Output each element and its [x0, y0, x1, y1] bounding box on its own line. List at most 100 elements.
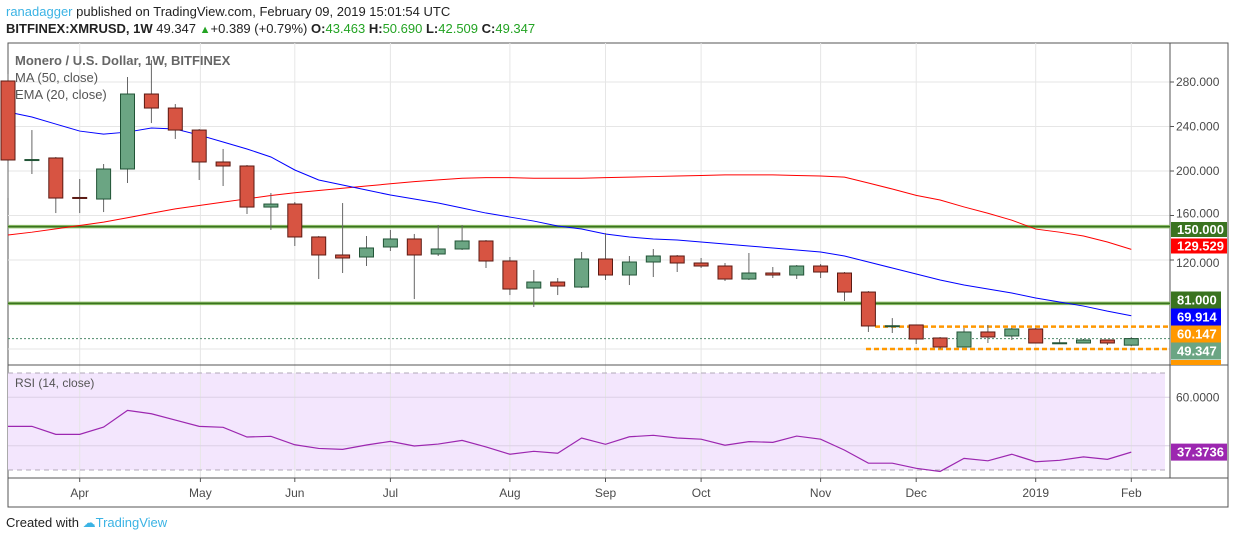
- ma50-legend: MA (50, close): [15, 70, 98, 85]
- candle-body: [645, 255, 661, 263]
- candle-body: [621, 261, 637, 276]
- candle: [120, 76, 135, 184]
- candle: [502, 256, 518, 296]
- candle: [1004, 327, 1020, 340]
- x-tick-label: Oct: [692, 486, 711, 500]
- last-price-label: 49.347: [1177, 344, 1217, 359]
- candle: [765, 267, 781, 279]
- candle: [263, 193, 279, 230]
- candle-body: [239, 165, 255, 208]
- candle: [884, 318, 900, 333]
- rsi-value-label: 37.3736: [1177, 445, 1224, 460]
- candle: [837, 272, 852, 302]
- x-tick-label: Feb: [1121, 486, 1142, 500]
- level-81-label: 81.000: [1177, 293, 1217, 308]
- candle-body: [382, 238, 398, 248]
- candle: [96, 163, 112, 213]
- candle-body: [430, 248, 446, 255]
- candle-body: [598, 258, 613, 276]
- open-label: O:: [311, 21, 326, 36]
- candle: [48, 156, 64, 214]
- price-change: +0.389 (+0.79%): [210, 21, 308, 36]
- symbol: BITFINEX:XMRUSD, 1W: [6, 21, 153, 36]
- candle: [980, 324, 996, 343]
- candle-body: [956, 331, 972, 348]
- candle: [574, 251, 590, 289]
- author-link[interactable]: ranadagger: [6, 4, 73, 19]
- high-label: H:: [368, 21, 383, 36]
- candle-body: [1004, 328, 1020, 337]
- candle: [167, 104, 183, 139]
- candle: [24, 130, 40, 175]
- y-tick-label: 200.000: [1176, 164, 1220, 178]
- range-low-label-box: [1171, 360, 1221, 365]
- candle: [239, 164, 255, 215]
- candle-body: [860, 291, 876, 327]
- candle-body: [669, 255, 685, 264]
- symbol-info: BITFINEX:XMRUSD, 1W 49.347 ▲+0.389 (+0.7…: [6, 21, 535, 36]
- tradingview-logo-icon: ☁: [82, 515, 96, 530]
- y-tick-label: 160.000: [1176, 207, 1220, 221]
- candle: [215, 148, 231, 187]
- candle-body: [120, 93, 135, 170]
- level-150-label: 150.000: [1177, 222, 1224, 237]
- candle-body: [837, 272, 852, 293]
- y-tick-label: 280.000: [1176, 75, 1220, 89]
- candle: [526, 270, 542, 308]
- candle-body: [48, 157, 64, 199]
- level-150-label-box: [1171, 222, 1227, 237]
- candle: [335, 203, 351, 274]
- candle-body: [526, 281, 542, 289]
- candle-body: [167, 107, 183, 131]
- x-tick-label: May: [189, 486, 212, 500]
- candle: [382, 229, 398, 251]
- range-high-label: 60.147: [1177, 327, 1217, 342]
- ema20-value-label: 69.914: [1177, 310, 1218, 325]
- ma50-value-label-box: [1171, 238, 1227, 254]
- candle-body: [24, 159, 40, 162]
- candle-body: [478, 240, 494, 262]
- ema20-line: [7, 111, 1132, 317]
- candle: [287, 202, 303, 246]
- tradingview-link[interactable]: TradingView: [95, 515, 168, 530]
- candle: [669, 254, 685, 273]
- low-value: 42.509: [438, 21, 479, 36]
- rsi-title: RSI (14, close): [15, 376, 94, 390]
- candle-body: [813, 265, 829, 273]
- last-price: 49.347: [156, 21, 197, 36]
- candle-body: [980, 331, 996, 338]
- rsi-line: [8, 409, 1132, 473]
- candle-body: [574, 258, 590, 288]
- candle: [72, 179, 88, 214]
- candle-body: [765, 272, 781, 276]
- candle-body: [1099, 339, 1115, 344]
- candle-body: [311, 236, 327, 256]
- candle-body: [0, 80, 16, 161]
- footer: Created with ☁TradingView: [6, 515, 167, 531]
- high-value: 50.690: [382, 21, 423, 36]
- candle-body: [335, 254, 351, 259]
- close-label: C:: [481, 21, 496, 36]
- candle-body: [454, 240, 470, 250]
- candle-body: [908, 324, 924, 340]
- y-tick-label: 120.000: [1176, 256, 1220, 270]
- candle-body: [550, 281, 566, 287]
- candle: [359, 235, 374, 267]
- open-value: 43.463: [325, 21, 366, 36]
- candle-body: [1123, 338, 1139, 346]
- candle-body: [884, 325, 900, 328]
- x-tick-label: Jul: [383, 486, 398, 500]
- candle-body: [932, 337, 948, 348]
- candle-body: [1052, 342, 1068, 345]
- x-tick-label: 2019: [1022, 486, 1049, 500]
- rsi-value-label-box: [1171, 443, 1227, 461]
- candle: [478, 239, 494, 269]
- candle: [406, 233, 422, 300]
- candle-body: [406, 238, 422, 256]
- rsi-y-tick-label: 60.0000: [1176, 390, 1220, 404]
- candle: [908, 324, 924, 344]
- candle: [693, 257, 709, 269]
- candle: [621, 255, 637, 286]
- x-tick-label: Nov: [810, 486, 831, 500]
